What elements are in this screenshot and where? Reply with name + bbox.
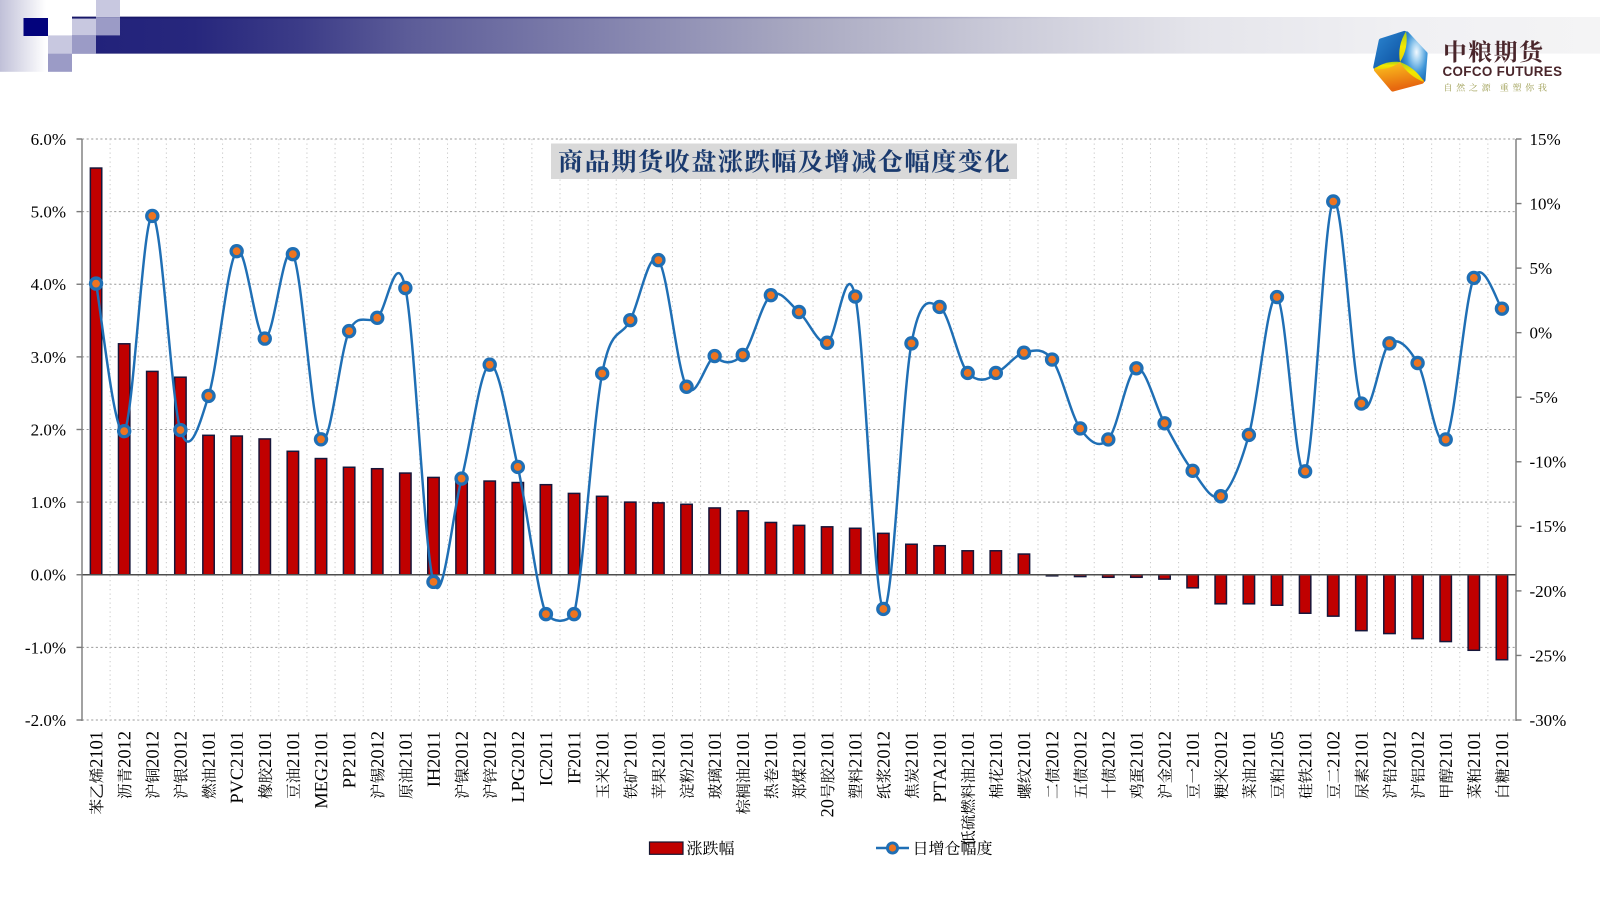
svg-text:-2.0%: -2.0%	[25, 711, 66, 730]
svg-text:3.0%: 3.0%	[31, 348, 66, 367]
svg-text:15%: 15%	[1530, 130, 1561, 149]
svg-text:5.0%: 5.0%	[31, 203, 66, 222]
svg-text:-15%: -15%	[1530, 517, 1567, 536]
svg-text:4.0%: 4.0%	[31, 275, 66, 294]
svg-text:10%: 10%	[1530, 195, 1561, 214]
svg-text:-5%: -5%	[1530, 388, 1558, 407]
svg-text:-10%: -10%	[1530, 453, 1567, 472]
svg-text:0%: 0%	[1530, 324, 1553, 343]
svg-text:-25%: -25%	[1530, 646, 1567, 665]
svg-text:5%: 5%	[1530, 259, 1553, 278]
svg-text:2.0%: 2.0%	[31, 420, 66, 439]
svg-text:COFCO FUTURES: COFCO FUTURES	[1443, 64, 1563, 79]
svg-text:1.0%: 1.0%	[31, 493, 66, 512]
svg-text:-20%: -20%	[1530, 582, 1567, 601]
svg-text:-1.0%: -1.0%	[25, 638, 66, 657]
svg-text:0.0%: 0.0%	[31, 566, 66, 585]
svg-text:6.0%: 6.0%	[31, 130, 66, 149]
svg-text:-30%: -30%	[1530, 711, 1567, 730]
